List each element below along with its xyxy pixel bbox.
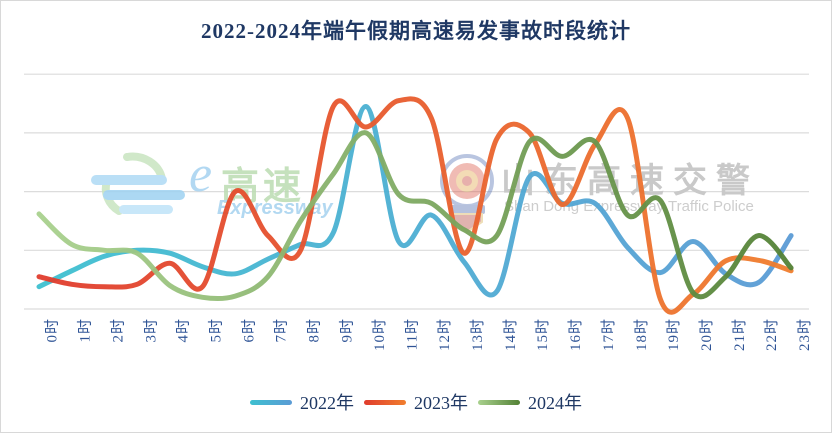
legend-swatch — [478, 399, 520, 405]
legend-label: 2022年 — [300, 393, 354, 413]
x-axis-label: 7时 — [273, 318, 290, 343]
x-axis-label: 8时 — [306, 318, 323, 343]
x-axis-label: 1时 — [77, 318, 94, 343]
e-expressway-logo-icon — [91, 152, 185, 215]
x-axis-label: 18时 — [633, 318, 650, 352]
legend-item-2023年: 2023年 — [364, 389, 468, 415]
x-axis-label: 19时 — [666, 318, 683, 352]
legend-label: 2023年 — [414, 393, 468, 413]
x-axis-label: 13时 — [470, 318, 487, 352]
x-axis-label: 10时 — [372, 318, 388, 352]
x-axis-label: 11时 — [404, 318, 421, 351]
chart-title: 2022-2024年端午假期高速易发事故时段统计 — [201, 19, 631, 43]
legend-label: 2024年 — [528, 393, 582, 413]
x-axis-label: 14时 — [502, 318, 519, 352]
logo-text-cn: 高速 — [221, 166, 306, 208]
x-axis-label: 15时 — [535, 318, 552, 352]
x-axis-label: 2时 — [110, 318, 127, 343]
x-axis-label: 4时 — [175, 318, 192, 343]
x-axis-label: 17时 — [600, 318, 617, 352]
x-axis-label: 3时 — [143, 318, 160, 343]
legend-item-2022年: 2022年 — [250, 389, 354, 415]
x-axis-label: 12时 — [437, 318, 454, 352]
series-line-2023年 — [36, 96, 794, 315]
x-axis-label: 16时 — [568, 318, 585, 352]
logo-letter-e: e — [189, 146, 213, 203]
x-axis-label: 22时 — [764, 318, 781, 352]
x-axis-label: 20时 — [699, 318, 715, 352]
series-line-2024年 — [36, 130, 794, 302]
x-axis-label: 21时 — [731, 318, 748, 352]
legend-swatch — [250, 399, 292, 405]
series-line-2022年 — [36, 103, 794, 298]
watermark-e-expressway-logo: e 高速 Expressway — [89, 146, 349, 224]
x-axis-label: 5时 — [208, 318, 225, 343]
x-axis-label: 9时 — [339, 318, 356, 343]
x-axis-label: 23时 — [797, 318, 814, 352]
chart-legend: 2022年 2023年 2024年 — [1, 389, 831, 415]
legend-item-2024年: 2024年 — [478, 389, 582, 415]
legend-swatch — [364, 399, 406, 405]
x-axis-label: 0时 — [45, 318, 61, 343]
x-axis-label: 6时 — [241, 318, 258, 343]
